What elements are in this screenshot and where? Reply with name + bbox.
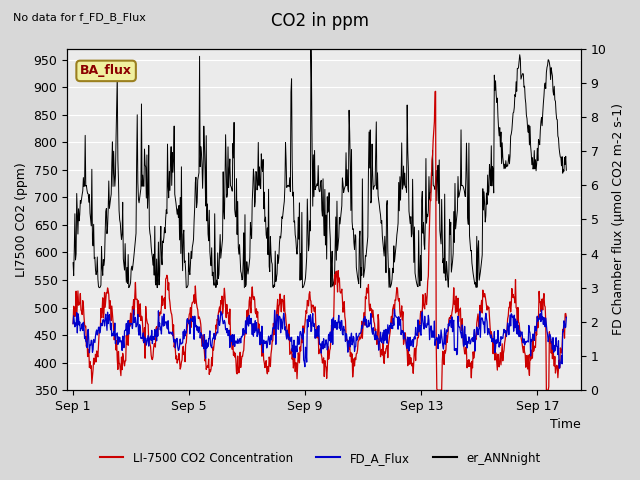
Y-axis label: LI7500 CO2 (ppm): LI7500 CO2 (ppm)	[15, 162, 28, 277]
Text: CO2 in ppm: CO2 in ppm	[271, 12, 369, 30]
Legend: LI-7500 CO2 Concentration, FD_A_Flux, er_ANNnight: LI-7500 CO2 Concentration, FD_A_Flux, er…	[95, 447, 545, 469]
Y-axis label: FD Chamber flux (μmol CO2 m-2 s-1): FD Chamber flux (μmol CO2 m-2 s-1)	[612, 104, 625, 336]
Text: No data for f_FD_B_Flux: No data for f_FD_B_Flux	[13, 12, 146, 23]
Text: BA_flux: BA_flux	[80, 64, 132, 77]
X-axis label: Time: Time	[550, 419, 581, 432]
